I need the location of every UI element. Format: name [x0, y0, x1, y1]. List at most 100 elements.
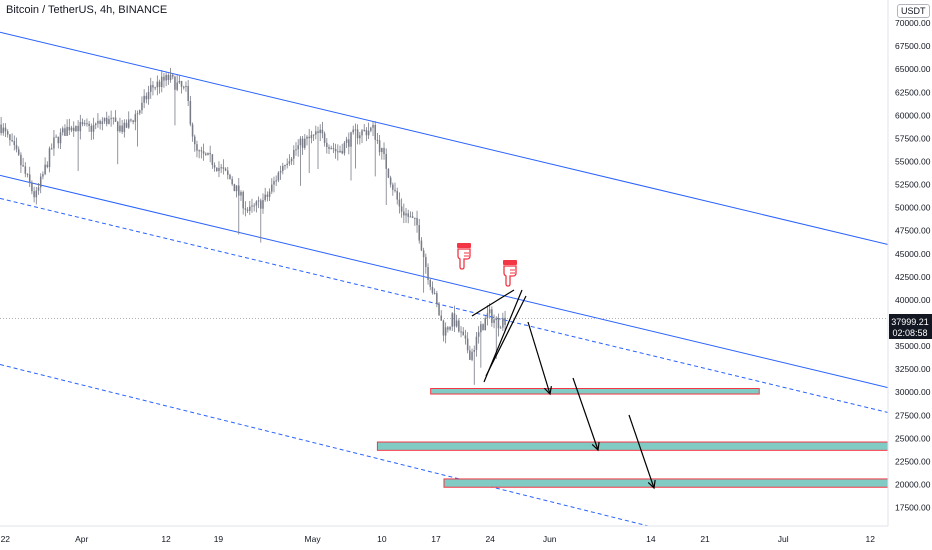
- candle: [101, 117, 104, 131]
- candle: [136, 110, 139, 147]
- candle: [143, 89, 145, 109]
- wedge-line: [485, 295, 527, 377]
- candle: [264, 187, 266, 202]
- candle: [48, 146, 51, 173]
- candle: [222, 159, 225, 175]
- candle: [284, 164, 286, 170]
- candle: [253, 203, 255, 212]
- candle: [4, 123, 7, 137]
- channel-line: [0, 31, 888, 246]
- candle: [374, 121, 376, 177]
- candle: [46, 161, 49, 169]
- currency-badge[interactable]: USDT: [897, 4, 930, 18]
- down-arrow: [572, 377, 600, 452]
- candle: [440, 310, 443, 321]
- candle: [165, 72, 167, 87]
- pointing-hand-icon: [503, 260, 517, 287]
- candle: [286, 158, 288, 169]
- candle: [422, 247, 425, 293]
- candle: [119, 117, 121, 133]
- candle: [502, 312, 504, 331]
- candle: [127, 111, 130, 129]
- price-badge-countdown: 02:08:58: [892, 328, 927, 338]
- candle: [207, 152, 209, 156]
- candle: [55, 134, 57, 138]
- x-tick-label: 21: [700, 534, 710, 544]
- candle: [246, 207, 249, 213]
- candle: [411, 211, 414, 219]
- candle: [484, 316, 487, 331]
- candle: [224, 167, 227, 172]
- x-tick-label: 24: [485, 534, 495, 544]
- candle: [317, 126, 319, 169]
- candle: [293, 145, 295, 165]
- candle: [215, 167, 218, 172]
- candle: [242, 190, 244, 215]
- candle: [28, 166, 31, 187]
- time-axis[interactable]: 22 Apr 12 19 May 10 17 24 Jun 14 21 Jul 12: [1, 534, 876, 544]
- candle: [189, 95, 192, 127]
- candle: [297, 139, 299, 157]
- candle: [123, 119, 126, 138]
- y-tick-label: 27500.00: [895, 410, 931, 420]
- candle: [491, 306, 493, 327]
- candle: [180, 80, 183, 94]
- candle: [455, 314, 458, 328]
- candle: [268, 188, 271, 202]
- candle: [451, 312, 454, 331]
- candle: [125, 119, 128, 129]
- price-axis[interactable]: 17500.00 20000.00 22500.00 25000.00 27500.00…: [895, 18, 931, 512]
- x-tick-label: Jun: [543, 534, 557, 544]
- candle: [251, 198, 253, 213]
- candle: [370, 126, 372, 133]
- candle: [42, 171, 44, 180]
- down-arrow: [628, 414, 656, 490]
- candle: [343, 141, 346, 156]
- candle: [110, 110, 112, 127]
- candle: [77, 120, 79, 171]
- candle: [277, 171, 280, 183]
- candle: [244, 201, 247, 217]
- candle: [469, 345, 471, 360]
- candle: [152, 81, 154, 96]
- candle: [315, 125, 317, 140]
- candle: [156, 75, 159, 96]
- candle: [105, 111, 108, 127]
- candle: [31, 180, 33, 195]
- candle: [407, 209, 409, 224]
- y-tick-label: 70000.00: [895, 18, 931, 28]
- candle: [392, 182, 394, 196]
- candle: [266, 191, 269, 202]
- candle: [418, 218, 421, 244]
- candle: [15, 137, 18, 153]
- candle: [409, 211, 412, 218]
- candle: [429, 278, 432, 291]
- candle: [400, 198, 403, 218]
- candle: [238, 177, 240, 235]
- candle: [149, 77, 152, 99]
- candle: [86, 118, 88, 127]
- y-tick-label: 17500.00: [895, 503, 931, 513]
- y-tick-label: 35000.00: [895, 341, 931, 351]
- x-tick-label: 22: [1, 534, 11, 544]
- candle: [480, 321, 482, 368]
- price-badge: 37999.21 02:08:58: [889, 314, 932, 339]
- candle: [477, 326, 480, 344]
- candle: [185, 81, 187, 92]
- candle: [376, 133, 379, 144]
- candle: [103, 117, 106, 124]
- chart-title: Bitcoin / TetherUS, 4h, BINANCE: [6, 4, 168, 16]
- candle: [121, 119, 123, 134]
- candle: [304, 134, 306, 150]
- candle: [218, 161, 220, 178]
- candle: [447, 325, 449, 333]
- candle: [79, 114, 82, 140]
- candle: [229, 173, 231, 180]
- y-tick-label: 50000.00: [895, 203, 931, 213]
- candle: [53, 130, 55, 156]
- candle: [436, 290, 438, 308]
- x-tick-label: 10: [377, 534, 387, 544]
- candle: [427, 263, 429, 285]
- candle: [363, 123, 365, 132]
